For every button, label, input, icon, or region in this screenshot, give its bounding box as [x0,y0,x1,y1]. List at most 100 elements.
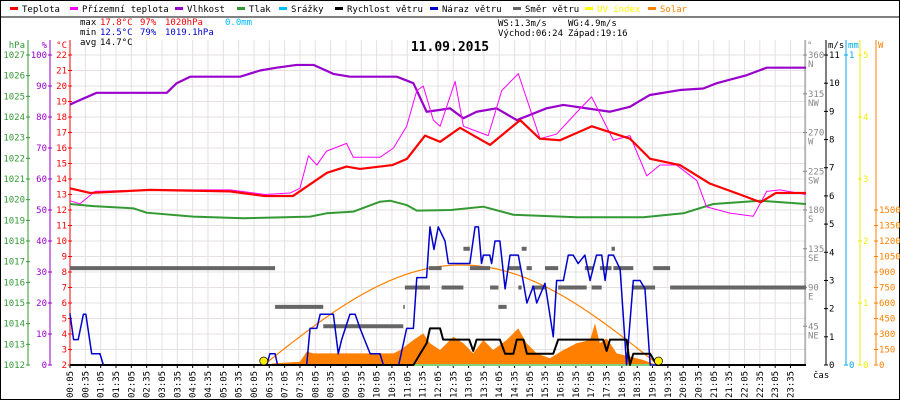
legend-item-7: Směr větru [513,5,579,15]
temperature-axis-unit: °C [56,41,67,51]
solar-tick-label: 450 [879,315,895,325]
temperature-tick-label: 6 [62,299,67,309]
wind-tick-label: 1 [829,333,834,343]
x-tick-label: 11:35 [419,371,429,398]
direction-tick-label: 45 [808,322,819,332]
direction-compass-label: NW [808,99,819,109]
x-tick-label: 13:05 [465,371,475,398]
legend-swatch [279,7,287,10]
x-tick-label: 18:35 [633,371,643,398]
uv-tick-label: 2 [863,237,868,247]
solar-tick-label: 1200 [879,237,900,247]
legend-label: Solar [660,5,688,15]
x-tick-label: 17:35 [603,371,613,398]
legend-swatch [335,7,343,10]
uv-tick-label: 1 [863,299,868,309]
direction-compass-label: SW [808,176,819,186]
pressure-tick-label: 1016 [3,278,25,288]
sunset-marker [654,356,663,366]
pressure-tick-label: 1014 [3,320,25,330]
temperature-tick-label: 4 [62,330,67,340]
legend-label: Tlak [249,5,271,15]
wind-tick-label: 9 [829,107,834,117]
stat-min-hum: 79% [140,28,157,38]
humidity-tick-label: 30 [36,268,47,278]
x-tick-label: 14:05 [495,371,505,398]
temperature-tick-label: 7 [62,284,67,294]
humidity-tick-label: 100 [31,51,47,61]
legend-item-4: Srážky [279,5,324,15]
x-tick-label: 20:35 [695,371,705,398]
x-tick-label: 22:05 [741,371,751,398]
temperature-tick-label: 5 [62,315,67,325]
uv-tick-label: 0 [863,361,868,371]
legend-label: UV index [597,5,641,15]
x-tick-label: 12:05 [434,371,444,398]
temperature-tick-label: 19 [56,98,67,108]
x-tick-label: 22:35 [756,371,766,398]
x-tick-label: 06:05 [250,371,260,398]
legend-label: Přízemní teplota [82,5,169,15]
solar-tick-label: 900 [879,268,895,278]
wind-tick-label: 10 [829,79,840,89]
x-tick-label: 02:35 [143,371,153,398]
temperature-line [69,118,806,204]
pressure-tick-label: 1025 [3,92,25,102]
x-tick-label: 01:05 [97,371,107,398]
pressure-tick-label: 1024 [3,113,25,123]
temperature-tick-label: 16 [56,144,67,154]
humidity-tick-label: 70 [36,144,47,154]
temperature-tick-label: 17 [56,129,67,139]
stat-sunset: Západ:19:16 [568,29,628,39]
x-tick-label: 07:05 [281,371,291,398]
legend-item-6: Náraz větru [430,5,502,15]
temperature-tick-label: 22 [56,51,67,61]
legend-label: Náraz větru [442,5,502,15]
solar-tick-label: 600 [879,299,895,309]
x-tick-label: 12:35 [449,371,459,398]
x-tick-label: 03:05 [158,371,168,398]
direction-tick-label: 225 [808,167,824,177]
legend-swatch [585,7,593,10]
humidity-axis-unit: % [42,41,48,51]
legend-item-9: Solar [648,5,688,15]
temperature-tick-label: 18 [56,113,67,123]
solar-area [263,323,657,365]
x-tick-label: 05:05 [219,371,229,398]
pressure-tick-label: 1012 [3,361,25,371]
pressure-tick-label: 1026 [3,72,25,82]
x-tick-label: 21:35 [725,371,735,398]
direction-tick-label: 90 [808,284,819,294]
uv-tick-label: 5 [863,51,868,61]
direction-compass-label: N [808,60,813,70]
temperature-tick-label: 8 [62,268,67,278]
legend-swatch [648,7,656,10]
legend-swatch [70,7,78,10]
legend-label: Srážky [291,5,324,15]
pressure-tick-label: 1019 [3,216,25,226]
direction-tick-label: 180 [808,206,824,216]
pressure-tick-label: 1022 [3,154,25,164]
wind-speed-line [69,327,806,366]
temperature-tick-label: 2 [62,361,67,371]
x-tick-label: 07:35 [296,371,306,398]
pressure-tick-label: 1018 [3,237,25,247]
temperature-tick-label: 13 [56,191,67,201]
wind-tick-label: 0 [829,361,834,371]
stat-max-pres: 1020hPa [165,18,203,28]
sunrise-marker [259,356,269,366]
humidity-tick-label: 60 [36,175,47,185]
humidity-tick-label: 20 [36,299,47,309]
solar-axis-unit: W [878,41,884,51]
apparent-temperature-line [69,73,807,217]
direction-tick-label: 135 [808,245,824,255]
direction-compass-label: S [808,215,813,225]
pressure-tick-label: 1020 [3,196,25,206]
x-tick-label: 09:05 [342,371,352,398]
solar-tick-label: 150 [879,346,895,356]
legend-swatch [513,7,521,10]
x-tick-label: 05:35 [235,371,245,398]
solar-tick-label: 1500 [879,206,900,216]
humidity-tick-label: 50 [36,206,47,216]
